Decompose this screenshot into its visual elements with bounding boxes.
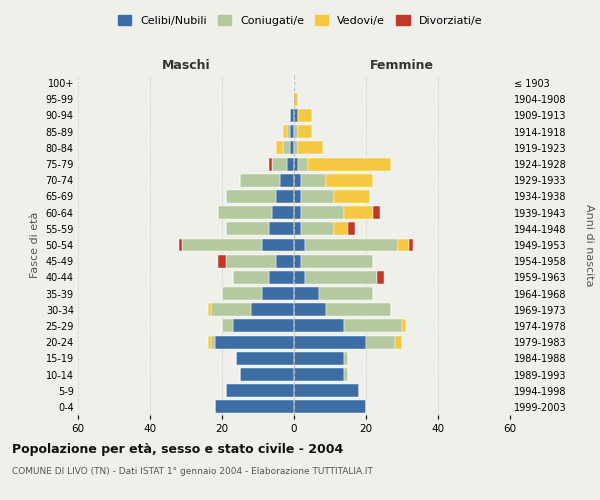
Bar — [208, 336, 211, 348]
Bar — [276, 142, 283, 154]
Text: Maschi: Maschi — [161, 59, 211, 72]
Bar — [226, 190, 276, 203]
Y-axis label: Fasce di età: Fasce di età — [30, 212, 40, 278]
Bar — [272, 206, 294, 219]
Text: Femmine: Femmine — [370, 59, 434, 72]
Bar — [294, 125, 298, 138]
Bar — [294, 238, 305, 252]
Bar — [294, 158, 298, 170]
Bar — [344, 368, 348, 381]
Bar — [294, 400, 366, 413]
Bar — [218, 254, 226, 268]
Bar — [280, 174, 294, 186]
Bar — [236, 352, 294, 365]
Bar — [269, 271, 294, 284]
Bar — [294, 190, 301, 203]
Bar — [294, 222, 301, 235]
Bar — [262, 238, 294, 252]
Bar — [287, 158, 294, 170]
Bar — [294, 142, 298, 154]
Bar — [294, 93, 298, 106]
Bar — [298, 142, 323, 154]
Bar — [305, 238, 398, 252]
Bar — [326, 304, 391, 316]
Bar — [208, 304, 211, 316]
Bar — [409, 238, 413, 252]
Bar — [348, 222, 355, 235]
Bar — [233, 271, 269, 284]
Bar — [226, 254, 276, 268]
Bar — [301, 174, 326, 186]
Bar — [294, 304, 326, 316]
Bar — [222, 287, 262, 300]
Bar — [294, 336, 366, 348]
Bar — [290, 109, 294, 122]
Bar — [240, 368, 294, 381]
Bar — [218, 206, 272, 219]
Bar — [298, 125, 312, 138]
Bar — [269, 222, 294, 235]
Bar — [233, 320, 294, 332]
Bar — [395, 336, 402, 348]
Bar — [344, 352, 348, 365]
Text: Popolazione per età, sesso e stato civile - 2004: Popolazione per età, sesso e stato civil… — [12, 442, 343, 456]
Bar — [308, 158, 391, 170]
Bar — [182, 238, 262, 252]
Bar — [398, 238, 409, 252]
Bar — [298, 109, 312, 122]
Bar — [301, 190, 334, 203]
Bar — [211, 304, 251, 316]
Bar — [334, 190, 370, 203]
Bar — [179, 238, 182, 252]
Bar — [305, 271, 377, 284]
Legend: Celibi/Nubili, Coniugati/e, Vedovi/e, Divorziati/e: Celibi/Nubili, Coniugati/e, Vedovi/e, Di… — [113, 10, 487, 30]
Bar — [294, 384, 359, 397]
Bar — [294, 368, 344, 381]
Text: COMUNE DI LIVO (TN) - Dati ISTAT 1° gennaio 2004 - Elaborazione TUTTITALIA.IT: COMUNE DI LIVO (TN) - Dati ISTAT 1° genn… — [12, 468, 373, 476]
Bar — [334, 222, 348, 235]
Bar — [226, 222, 269, 235]
Bar — [283, 125, 287, 138]
Bar — [290, 142, 294, 154]
Bar — [283, 142, 290, 154]
Bar — [319, 287, 373, 300]
Bar — [294, 109, 298, 122]
Bar — [269, 158, 272, 170]
Bar — [344, 206, 373, 219]
Bar — [301, 206, 344, 219]
Bar — [240, 174, 280, 186]
Bar — [373, 206, 380, 219]
Bar — [272, 158, 287, 170]
Bar — [402, 320, 406, 332]
Bar — [366, 336, 395, 348]
Bar — [344, 320, 402, 332]
Bar — [226, 384, 294, 397]
Bar — [215, 336, 294, 348]
Bar — [294, 287, 319, 300]
Bar — [294, 206, 301, 219]
Bar — [294, 352, 344, 365]
Bar — [287, 125, 290, 138]
Bar — [211, 336, 215, 348]
Bar — [377, 271, 384, 284]
Bar — [294, 320, 344, 332]
Bar — [215, 400, 294, 413]
Bar — [222, 320, 233, 332]
Bar — [294, 174, 301, 186]
Y-axis label: Anni di nascita: Anni di nascita — [584, 204, 593, 286]
Bar — [301, 222, 334, 235]
Bar — [294, 271, 305, 284]
Bar — [294, 254, 301, 268]
Bar — [301, 254, 373, 268]
Bar — [290, 125, 294, 138]
Bar — [276, 254, 294, 268]
Bar — [251, 304, 294, 316]
Bar — [298, 158, 308, 170]
Bar — [276, 190, 294, 203]
Bar — [326, 174, 373, 186]
Bar — [262, 287, 294, 300]
